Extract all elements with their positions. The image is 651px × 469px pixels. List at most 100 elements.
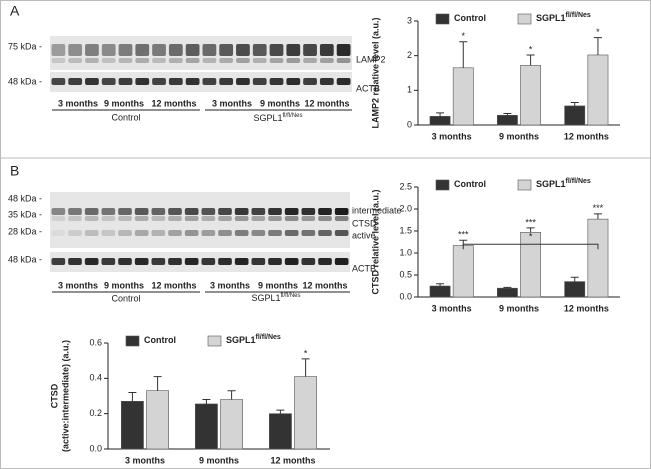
error-bar <box>526 54 535 66</box>
blot-band <box>218 230 232 236</box>
blot-band <box>68 58 83 63</box>
blot-band <box>284 230 299 236</box>
blot-band <box>134 230 149 236</box>
blot-band <box>151 216 166 221</box>
blot-band <box>84 216 99 221</box>
group-sup: fl/fl/Nes <box>283 113 303 119</box>
blot-band <box>51 216 66 221</box>
blot-band <box>236 58 250 63</box>
legend-label: Control <box>144 335 176 345</box>
y-tick-label: 0.2 <box>89 408 102 418</box>
legend-sup: fl/fl/Nes <box>566 12 591 19</box>
bar <box>587 54 609 126</box>
blot-band <box>301 258 316 265</box>
group-sup: fl/fl/Nes <box>281 293 301 299</box>
bar <box>564 281 586 298</box>
legend-name: SGPL1 <box>536 13 566 23</box>
blot-band <box>201 208 216 215</box>
marker-label: 48 kDa - <box>8 76 42 86</box>
blot-band <box>202 58 217 63</box>
legend-swatch <box>207 335 222 347</box>
error-bar <box>570 101 579 106</box>
blot-band <box>118 208 132 215</box>
bar <box>587 218 609 298</box>
blot-band <box>319 58 334 63</box>
blot-band <box>84 258 99 265</box>
legend-label: Control <box>454 13 486 23</box>
legend-name: SGPL1 <box>226 335 256 345</box>
blot-band <box>185 44 200 56</box>
legend-swatch <box>435 179 450 191</box>
blot-band <box>286 44 301 56</box>
x-tick-label: 9 months <box>499 303 539 313</box>
blot-band <box>101 58 116 63</box>
bar <box>452 67 474 126</box>
blot-band <box>336 44 351 56</box>
bar <box>429 285 451 298</box>
marker-label: 48 kDa - <box>8 193 42 203</box>
timepoint: 12 months <box>304 98 349 108</box>
blot-band <box>118 230 132 236</box>
bar <box>564 105 586 126</box>
y-tick-label: 0.4 <box>89 373 102 383</box>
blot-band <box>101 78 116 85</box>
blot-band <box>51 258 66 265</box>
bar <box>452 245 474 298</box>
blot-band <box>319 78 334 85</box>
error-bar <box>227 390 236 400</box>
blot-band <box>252 58 267 63</box>
blot-band <box>118 78 133 85</box>
blot-band <box>336 78 351 85</box>
error-bar <box>526 227 535 233</box>
error-bar <box>128 391 137 402</box>
group-label: SGPL1fl/fl/Nes <box>253 113 302 124</box>
legend-sup: fl/fl/Nes <box>566 178 591 185</box>
blot-band <box>318 230 332 236</box>
error-bar <box>202 399 211 404</box>
blot-band <box>202 78 217 85</box>
blot-band <box>219 44 234 56</box>
timepoint: 9 months <box>258 280 298 290</box>
blot-band <box>152 58 166 63</box>
blot-band <box>151 208 166 215</box>
blot-band <box>118 258 132 265</box>
blot-band <box>101 230 116 236</box>
blot-band <box>85 44 99 56</box>
significance: * <box>596 27 600 37</box>
y-axis-label: LAMP2 relative level (a.u.) <box>370 17 380 128</box>
blot-band <box>318 208 332 215</box>
blot-band <box>284 216 299 221</box>
bar <box>520 65 542 126</box>
timepoint: 3 months <box>58 98 98 108</box>
blot-band <box>269 44 284 56</box>
y-tick-label: 0.0 <box>89 443 102 453</box>
marker-label: 28 kDa - <box>8 226 42 236</box>
blot-band <box>68 208 82 215</box>
error-bar <box>301 358 310 377</box>
blot-band <box>303 44 317 56</box>
legend-name: Control <box>144 335 176 345</box>
blot-band <box>168 208 182 215</box>
blot-band <box>85 78 99 85</box>
group-label: SGPL1fl/fl/Nes <box>251 293 300 304</box>
band-label: CTSD <box>352 218 377 228</box>
legend-label: SGPL1fl/fl/Nes <box>536 12 591 24</box>
legend-label: SGPL1fl/fl/Nes <box>226 334 281 346</box>
blot-band <box>51 230 66 236</box>
y-tick-label: 0.5 <box>399 269 412 279</box>
blot-band <box>251 208 266 215</box>
group-label: Control <box>111 293 140 303</box>
significance: *** <box>593 203 604 213</box>
blot-band <box>101 258 116 265</box>
legend-name: Control <box>454 179 486 189</box>
timepoint: 12 months <box>151 280 196 290</box>
blot-band <box>151 258 166 265</box>
error-bar <box>153 376 162 391</box>
marker-label: 48 kDa - <box>8 254 42 264</box>
bar <box>496 114 518 126</box>
y-axis-label: CTSD relative level (a.u.) <box>370 189 380 294</box>
blot-band <box>118 58 133 63</box>
blot-band <box>68 78 83 85</box>
error-bar <box>276 409 285 414</box>
blot-band <box>184 230 199 236</box>
